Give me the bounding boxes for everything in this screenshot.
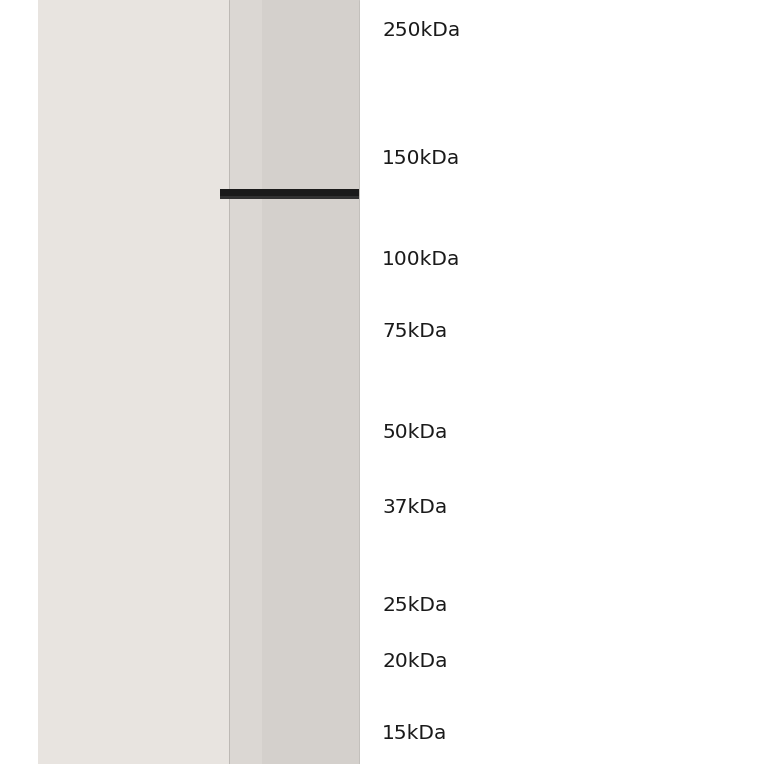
Text: 37kDa: 37kDa	[382, 498, 447, 517]
Bar	[220, 189, 359, 199]
Bar	[229, 0, 261, 764]
Text: 75kDa: 75kDa	[382, 322, 447, 341]
Text: 25kDa: 25kDa	[382, 597, 448, 615]
Bar	[38, 0, 359, 764]
Text: 250kDa: 250kDa	[382, 21, 460, 40]
Text: 50kDa: 50kDa	[382, 423, 448, 442]
Text: 150kDa: 150kDa	[382, 149, 460, 167]
Text: 100kDa: 100kDa	[382, 250, 461, 269]
Bar	[220, 196, 359, 199]
Bar	[229, 0, 359, 764]
Text: 15kDa: 15kDa	[382, 724, 448, 743]
Text: 20kDa: 20kDa	[382, 652, 448, 671]
